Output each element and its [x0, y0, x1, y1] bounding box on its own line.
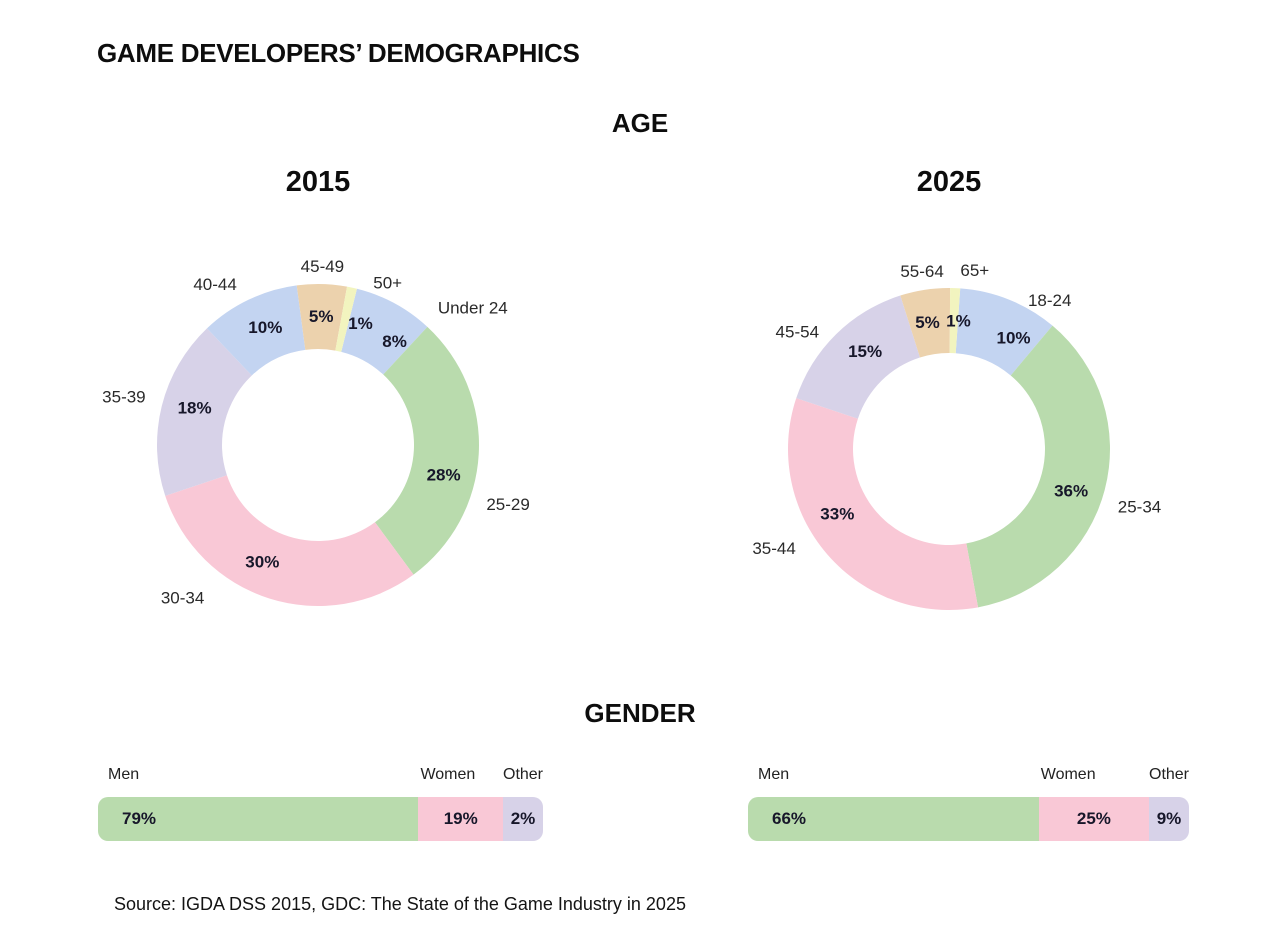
slice-category-label: 35-44: [752, 539, 795, 558]
bar-segment-women: 19%: [418, 797, 503, 841]
slice-category-label: 45-54: [776, 322, 819, 341]
donut-slice-30-34: [165, 475, 414, 607]
donut-slice-35-44: [787, 398, 979, 611]
segment-value-label: 79%: [122, 809, 157, 828]
gender-2025-bar-chart: Men Women Other 66% 25% 9%: [748, 764, 1189, 844]
gender-category-labels: Men Women Other: [748, 764, 1189, 788]
slice-value-label: 36%: [1054, 482, 1088, 501]
gender-label-men: Men: [108, 766, 140, 783]
donut-slice-25-29: [374, 326, 480, 575]
slice-category-label: 65+: [960, 261, 989, 280]
gender-2015-bar-chart: Men Women Other 79% 19% 2%: [98, 764, 543, 844]
age-2015-donut-chart: 8% Under 24 28% 25-29 30% 30-34 18% 35-39 10% 40-…: [102, 257, 530, 608]
slice-category-label: 30-34: [161, 589, 204, 608]
age-2025-donut-chart: 10% 18-24 36% 25-34 33% 35-44 15% 45-54 5% 55-64 1…: [752, 261, 1161, 611]
donut-slice-55-64: [900, 287, 951, 358]
segment-value-label: 2%: [510, 809, 536, 828]
bar-segment-men: 79%: [98, 797, 419, 841]
gender-label-women: Women: [420, 766, 476, 783]
donut-slice-65+: [949, 288, 961, 354]
year-label-2025: 2025: [916, 166, 982, 198]
gender-category-labels: Men Women Other: [98, 764, 543, 788]
stacked-bar: 79% 19% 2%: [98, 797, 543, 841]
slice-value-label: 33%: [820, 504, 854, 523]
segment-value-label: 66%: [772, 809, 807, 828]
segment-value-label: 25%: [1076, 809, 1111, 828]
donut-slice-50+: [335, 286, 357, 352]
slice-value-label: 18%: [178, 398, 212, 417]
bar-segment-women: 25%: [1038, 797, 1149, 841]
slice-category-label: 18-24: [1028, 291, 1071, 310]
year-label-2015: 2015: [285, 166, 351, 198]
gender-label-women: Women: [1040, 766, 1096, 783]
donut-slice-45-49: [296, 283, 348, 351]
segment-value-label: 19%: [443, 809, 478, 828]
slice-value-label: 5%: [309, 307, 334, 326]
page-title: GAME DEVELOPERS’ DEMOGRAPHICS: [97, 38, 580, 68]
slice-category-label: Under 24: [438, 299, 508, 318]
slice-category-label: 25-29: [486, 495, 529, 514]
slice-category-label: 45-49: [301, 257, 344, 276]
slice-category-label: 50+: [373, 273, 402, 292]
slice-value-label: 10%: [248, 318, 282, 337]
bar-segment-other: 9%: [1149, 797, 1189, 841]
slice-value-label: 10%: [996, 328, 1030, 347]
stacked-bar: 66% 25% 9%: [748, 797, 1189, 841]
slice-category-label: 55-64: [900, 262, 943, 281]
slice-value-label: 5%: [915, 313, 940, 332]
donut-slice-35-39: [156, 328, 252, 496]
donut-slice-40-44: [206, 285, 306, 376]
donut-slice-Under 24: [341, 288, 428, 375]
gender-label-other: Other: [1148, 766, 1190, 783]
slice-value-label: 8%: [382, 332, 407, 351]
gender-label-other: Other: [502, 766, 544, 783]
gender-section-heading: GENDER: [584, 698, 696, 728]
segment-value-label: 9%: [1156, 809, 1182, 828]
age-section-heading: AGE: [611, 108, 669, 138]
source-note: Source: IGDA DSS 2015, GDC: The State of…: [114, 894, 686, 914]
slice-value-label: 28%: [427, 465, 461, 484]
slice-value-label: 15%: [848, 342, 882, 361]
slice-category-label: 40-44: [193, 275, 236, 294]
slice-category-label: 35-39: [102, 388, 145, 407]
donut-slice-25-34: [966, 325, 1111, 608]
slice-value-label: 1%: [946, 311, 971, 330]
bar-segment-men: 66%: [748, 797, 1039, 841]
gender-label-men: Men: [758, 766, 790, 783]
slice-category-label: 25-34: [1118, 497, 1161, 516]
slice-value-label: 1%: [348, 314, 373, 333]
bar-segment-other: 2%: [502, 797, 543, 841]
slice-value-label: 30%: [245, 552, 279, 571]
donut-slice-18-24: [955, 288, 1053, 376]
donut-slice-45-54: [796, 295, 920, 419]
